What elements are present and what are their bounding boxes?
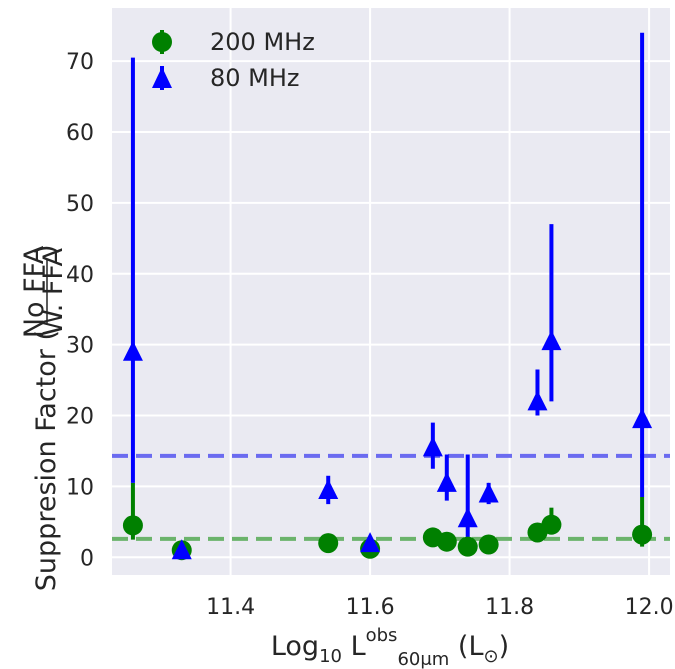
legend-80mhz-label: 80 MHz <box>210 64 300 92</box>
y-tick-label: 20 <box>66 405 94 430</box>
point-200mhz <box>541 514 562 535</box>
point-200mhz <box>478 534 499 555</box>
y-axis-label-main: Suppresion Factor ( <box>31 330 62 591</box>
y-axis-label-frac-den: W. FFA <box>38 248 69 336</box>
y-tick-label: 30 <box>66 334 94 359</box>
y-gridlines <box>112 60 670 559</box>
y-tick-label: 0 <box>80 546 94 571</box>
y-tick-label: 70 <box>66 50 94 75</box>
point-80mhz <box>457 507 478 528</box>
point-80mhz <box>122 340 143 361</box>
y-tick-label: 10 <box>66 475 94 500</box>
point-200mhz <box>632 524 653 545</box>
x-tick-label: 11.6 <box>346 595 395 620</box>
y-tick-labels: 0 10 20 30 40 50 60 70 <box>66 50 94 571</box>
reference-lines <box>112 453 670 541</box>
data-markers <box>122 330 653 561</box>
y-axis-label: Suppresion Factor ( No FFA W. FFA ) <box>19 244 69 591</box>
y-axis-label-frac-num: No FFA <box>19 245 50 338</box>
y-tick-label: 40 <box>66 263 94 288</box>
point-200mhz <box>457 536 478 557</box>
x-axis-label: Log10 Lobs60μm (L⊙) <box>271 625 509 669</box>
point-80mhz <box>632 408 653 429</box>
x-tick-labels: 11.4 11.6 11.8 12.0 <box>206 595 673 620</box>
point-200mhz <box>436 531 457 552</box>
x-gridlines <box>229 8 651 575</box>
point-80mhz <box>527 390 548 411</box>
point-80mhz <box>436 471 457 492</box>
legend-200mhz-label: 200 MHz <box>210 28 315 56</box>
point-80mhz <box>478 482 499 503</box>
point-80mhz <box>318 478 339 499</box>
point-200mhz <box>122 515 143 536</box>
point-200mhz <box>318 533 339 554</box>
legend: 200 MHz 80 MHz <box>152 28 315 92</box>
point-80mhz <box>360 532 381 553</box>
y-tick-label: 60 <box>66 121 94 146</box>
plot-area <box>112 8 670 575</box>
legend-item-200mhz: 200 MHz <box>152 28 315 56</box>
x-tick-label: 11.4 <box>206 595 255 620</box>
legend-80mhz-marker <box>152 67 172 88</box>
point-80mhz <box>171 539 192 560</box>
legend-200mhz-marker <box>152 32 172 52</box>
point-80mhz <box>422 436 443 457</box>
x-tick-label: 11.8 <box>485 595 534 620</box>
legend-item-80mhz: 80 MHz <box>152 64 300 92</box>
y-tick-label: 50 <box>66 192 94 217</box>
point-80mhz <box>541 330 562 351</box>
x-tick-label: 12.0 <box>625 595 674 620</box>
y-axis-label-close: ) <box>31 244 62 255</box>
